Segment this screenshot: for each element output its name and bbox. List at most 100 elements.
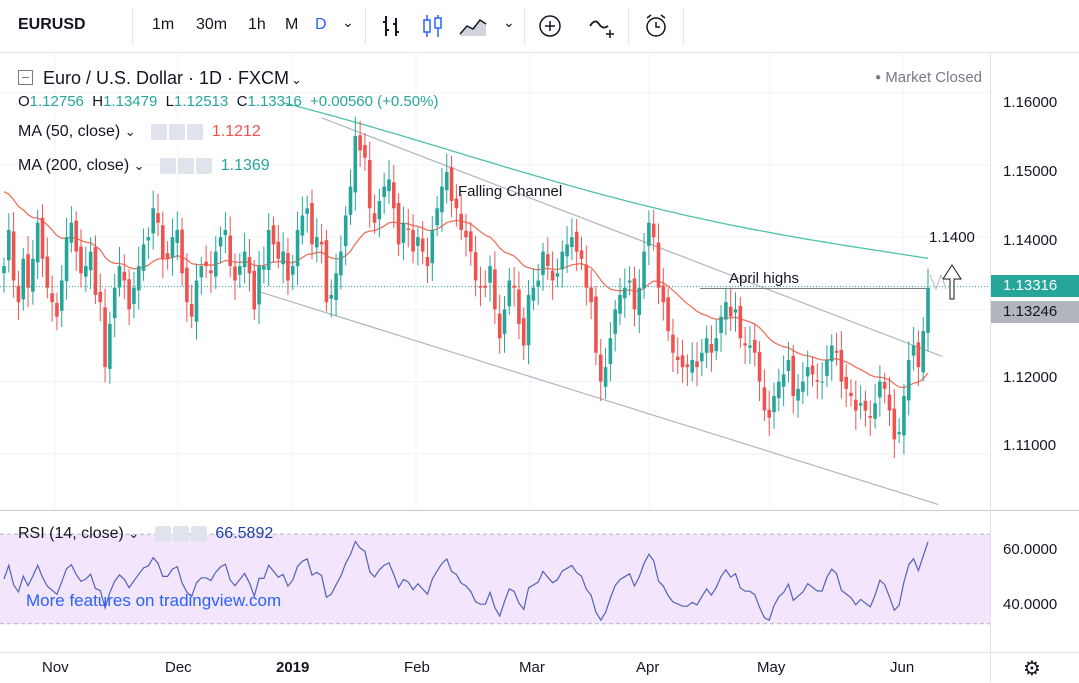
candle-body	[26, 254, 30, 288]
candle-body	[738, 305, 743, 339]
chart-settings[interactable]: ⚙	[990, 652, 1079, 682]
visibility-icon[interactable]	[159, 157, 176, 174]
candle-body	[801, 381, 805, 392]
interval-1m[interactable]: 1m	[152, 16, 175, 33]
candle-body	[926, 287, 930, 333]
chevron-down-icon[interactable]: ⌄	[124, 124, 136, 139]
rsi-tick: 60.0000	[1003, 541, 1058, 558]
candle-body	[276, 241, 281, 259]
candle-body	[343, 215, 348, 247]
candle-body	[151, 208, 155, 234]
price-scale[interactable]: 1.16000 1.15000 1.14000 1.12000 1.11000 …	[990, 53, 1079, 653]
chevron-down-icon[interactable]: ⌄	[133, 158, 145, 173]
indicators-icon[interactable]	[588, 12, 618, 40]
chevron-down-icon[interactable]: ⌄	[342, 14, 354, 30]
candle-body	[777, 381, 781, 399]
candle-body	[574, 231, 579, 252]
candle-body	[262, 266, 266, 270]
remove-close-icon[interactable]	[190, 525, 207, 542]
settings-gear-icon[interactable]: ⚙	[1023, 658, 1041, 680]
remove-close-icon[interactable]	[186, 123, 203, 140]
interval-1h[interactable]: 1h	[248, 16, 266, 33]
symbol-search[interactable]: EURUSD	[18, 16, 86, 33]
candle-body	[829, 345, 834, 362]
candle-body	[382, 186, 386, 197]
candle-body	[517, 289, 521, 324]
candle-body	[796, 388, 800, 401]
candle-body	[204, 261, 208, 267]
candle-body	[199, 266, 204, 278]
candle-body	[79, 246, 83, 274]
settings-gear-icon[interactable]	[172, 525, 189, 542]
time-tick: Feb	[404, 659, 430, 676]
candle-body	[868, 416, 873, 418]
candle-body	[521, 318, 526, 346]
candle-body	[141, 244, 146, 271]
time-axis[interactable]: Nov Dec 2019 Feb Mar Apr May Jun	[0, 652, 990, 683]
candle-body	[579, 250, 584, 259]
chevron-down-icon[interactable]: ⌄	[291, 72, 302, 87]
candle-body	[757, 351, 762, 382]
compare-add-icon[interactable]	[535, 12, 565, 40]
area-style-icon[interactable]	[458, 12, 488, 40]
candle-body	[849, 392, 853, 397]
rsi-line	[3, 540, 929, 622]
collapse-legend-icon[interactable]	[18, 70, 33, 85]
settings-gear-icon[interactable]	[168, 123, 185, 140]
market-status: ● Market Closed	[875, 69, 982, 86]
rsi-legend[interactable]: RSI (14, close) ⌄ 66.5892	[18, 525, 273, 543]
candle-body	[560, 251, 565, 270]
price-chart-canvas[interactable]	[0, 53, 990, 508]
price-tick: 1.15000	[1003, 163, 1058, 180]
chevron-down-icon[interactable]: ⌄	[128, 526, 140, 541]
candle-body	[911, 345, 916, 356]
ma50-legend[interactable]: MA (50, close) ⌄ 1.1212	[18, 123, 261, 141]
candle-body	[319, 241, 324, 245]
remove-close-icon[interactable]	[195, 157, 212, 174]
candle-body	[146, 237, 151, 241]
candle-style-icon[interactable]	[418, 12, 448, 40]
status-dot-icon: ●	[875, 72, 882, 83]
april-highs-label: April highs	[729, 270, 800, 287]
candle-body	[464, 230, 468, 238]
settings-gear-icon[interactable]	[177, 157, 194, 174]
candle-body	[675, 356, 680, 360]
candle-body	[252, 270, 257, 310]
interval-month[interactable]: M	[285, 16, 299, 33]
ohlc-values: O1.12756 H1.13479 L1.12513 C1.13316 +0.0…	[18, 93, 438, 110]
price-chart-pane[interactable]: Euro / U.S. Dollar · 1D · FXCM ⌄ O1.12756…	[0, 53, 990, 508]
candle-body	[257, 266, 261, 305]
candle-body	[752, 339, 757, 353]
candle-body	[767, 409, 771, 418]
candle-body	[541, 251, 545, 276]
candle-body	[550, 270, 555, 281]
visibility-icon[interactable]	[150, 123, 167, 140]
bar-style-icon[interactable]	[378, 12, 408, 40]
candle-body	[690, 359, 694, 373]
projection-zigzag	[929, 273, 947, 291]
ma200-value: 1.1369	[220, 157, 270, 174]
ma200-legend[interactable]: MA (200, close) ⌄ 1.1369	[18, 157, 270, 175]
chevron-down-icon[interactable]: ⌄	[503, 14, 515, 30]
candle-body	[411, 230, 415, 252]
interval-day[interactable]: D	[315, 16, 327, 33]
time-tick: Dec	[165, 659, 192, 676]
candle-body	[469, 231, 473, 252]
ma200-label: MA (200, close)	[18, 157, 130, 174]
visibility-icon[interactable]	[154, 525, 171, 542]
candle-body	[238, 266, 242, 275]
rsi-pane[interactable]: RSI (14, close) ⌄ 66.5892 More features …	[0, 510, 990, 653]
candle-body	[671, 334, 675, 353]
candle-body	[233, 266, 237, 281]
candle-body	[873, 403, 877, 419]
candle-body	[897, 432, 901, 435]
candle-body	[887, 394, 892, 411]
candle-body	[882, 382, 887, 389]
interval-30m[interactable]: 30m	[196, 16, 228, 33]
alert-icon[interactable]	[642, 12, 672, 40]
candle-body	[502, 309, 507, 334]
tradingview-watermark[interactable]: More features on tradingview.com	[26, 591, 282, 610]
candle-body	[88, 251, 93, 271]
rsi-canvas[interactable]	[0, 511, 990, 653]
candle-body	[493, 269, 497, 310]
